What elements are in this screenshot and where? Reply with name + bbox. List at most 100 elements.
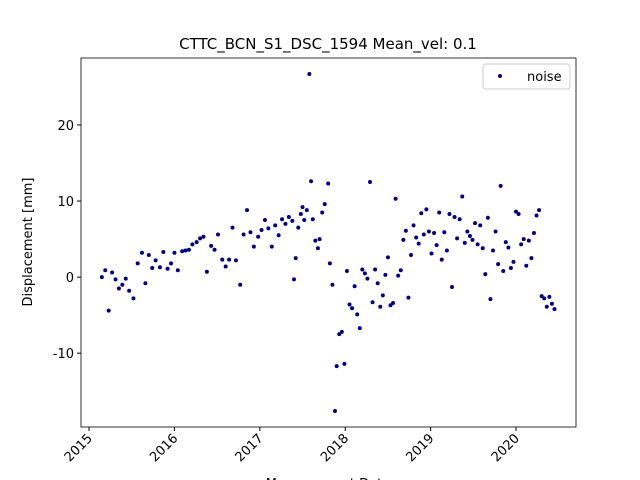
data-point <box>326 181 331 186</box>
legend-marker <box>498 74 502 78</box>
data-point <box>194 240 199 245</box>
data-point <box>256 234 261 239</box>
data-point <box>248 230 253 235</box>
data-point <box>383 272 388 277</box>
data-point <box>360 267 365 272</box>
data-point <box>157 265 162 270</box>
data-point <box>153 258 158 263</box>
data-point <box>220 257 225 262</box>
data-point <box>465 229 470 234</box>
data-point <box>198 236 203 241</box>
x-axis-label: Measurement Date <box>266 477 390 480</box>
data-point <box>190 242 195 247</box>
chart-title: CTTC_BCN_S1_DSC_1594 Mean_vel: 0.1 <box>179 35 477 54</box>
data-point <box>332 409 337 414</box>
data-point <box>439 257 444 262</box>
data-point <box>241 232 246 237</box>
data-point <box>488 297 493 302</box>
data-point <box>473 221 478 226</box>
data-point <box>347 302 352 307</box>
data-point <box>503 240 508 245</box>
data-point <box>391 300 396 305</box>
data-point <box>339 329 344 334</box>
data-point <box>378 304 383 309</box>
data-point <box>506 245 511 250</box>
data-point <box>373 267 378 272</box>
data-point <box>317 237 322 242</box>
data-point <box>442 230 447 235</box>
data-point <box>524 263 529 268</box>
y-tick-label: 0 <box>66 271 74 286</box>
data-point <box>437 210 442 215</box>
data-point <box>449 285 454 290</box>
data-point <box>245 208 250 213</box>
data-point <box>273 223 278 228</box>
data-point <box>470 237 475 242</box>
data-point <box>313 238 318 243</box>
data-point <box>344 269 349 274</box>
data-point <box>327 261 332 266</box>
data-point <box>337 332 342 337</box>
data-point <box>350 306 355 311</box>
data-point <box>113 277 118 282</box>
data-point <box>547 294 552 299</box>
data-point <box>215 232 220 237</box>
data-point <box>116 286 121 291</box>
data-point <box>414 235 419 240</box>
data-point <box>304 208 309 213</box>
data-point <box>398 268 403 273</box>
data-point <box>266 226 271 231</box>
x-tick-label: 2017 <box>233 431 267 465</box>
data-point <box>409 253 413 258</box>
data-point <box>424 207 429 212</box>
data-point <box>330 282 335 287</box>
data-point <box>529 256 534 261</box>
data-point <box>539 294 544 299</box>
data-point <box>368 180 373 185</box>
data-point <box>475 242 480 247</box>
data-point <box>521 237 526 242</box>
data-point <box>457 217 462 222</box>
data-point <box>542 296 547 301</box>
data-point <box>396 273 401 278</box>
data-point <box>204 269 209 274</box>
data-point <box>238 282 243 287</box>
data-point <box>416 241 421 246</box>
data-point <box>342 361 347 366</box>
data-point <box>296 225 301 230</box>
data-point <box>537 208 542 213</box>
data-point <box>462 240 467 245</box>
data-point <box>419 211 424 216</box>
data-point <box>161 250 166 255</box>
data-point <box>480 246 485 251</box>
data-point <box>460 194 465 199</box>
legend-label: noise <box>527 70 562 85</box>
data-point <box>230 225 235 230</box>
data-point <box>302 218 307 223</box>
data-point <box>150 265 155 270</box>
x-tick-label: 2018 <box>318 431 352 465</box>
data-point <box>251 244 256 249</box>
data-point <box>212 247 217 252</box>
data-point <box>290 218 295 223</box>
y-tick-label: 20 <box>57 119 74 134</box>
data-point <box>127 288 132 293</box>
data-point <box>300 205 305 210</box>
data-point <box>269 244 274 249</box>
data-point <box>172 250 177 255</box>
data-point <box>283 221 288 226</box>
data-point <box>169 261 174 266</box>
data-point <box>385 255 390 260</box>
data-point <box>514 209 519 214</box>
data-point <box>511 259 516 264</box>
data-point <box>370 300 375 305</box>
data-point <box>320 210 325 215</box>
data-point <box>490 248 495 253</box>
data-point <box>175 268 180 273</box>
data-point <box>110 270 115 275</box>
data-point <box>227 257 232 262</box>
data-point <box>478 223 483 228</box>
data-point <box>498 183 503 188</box>
